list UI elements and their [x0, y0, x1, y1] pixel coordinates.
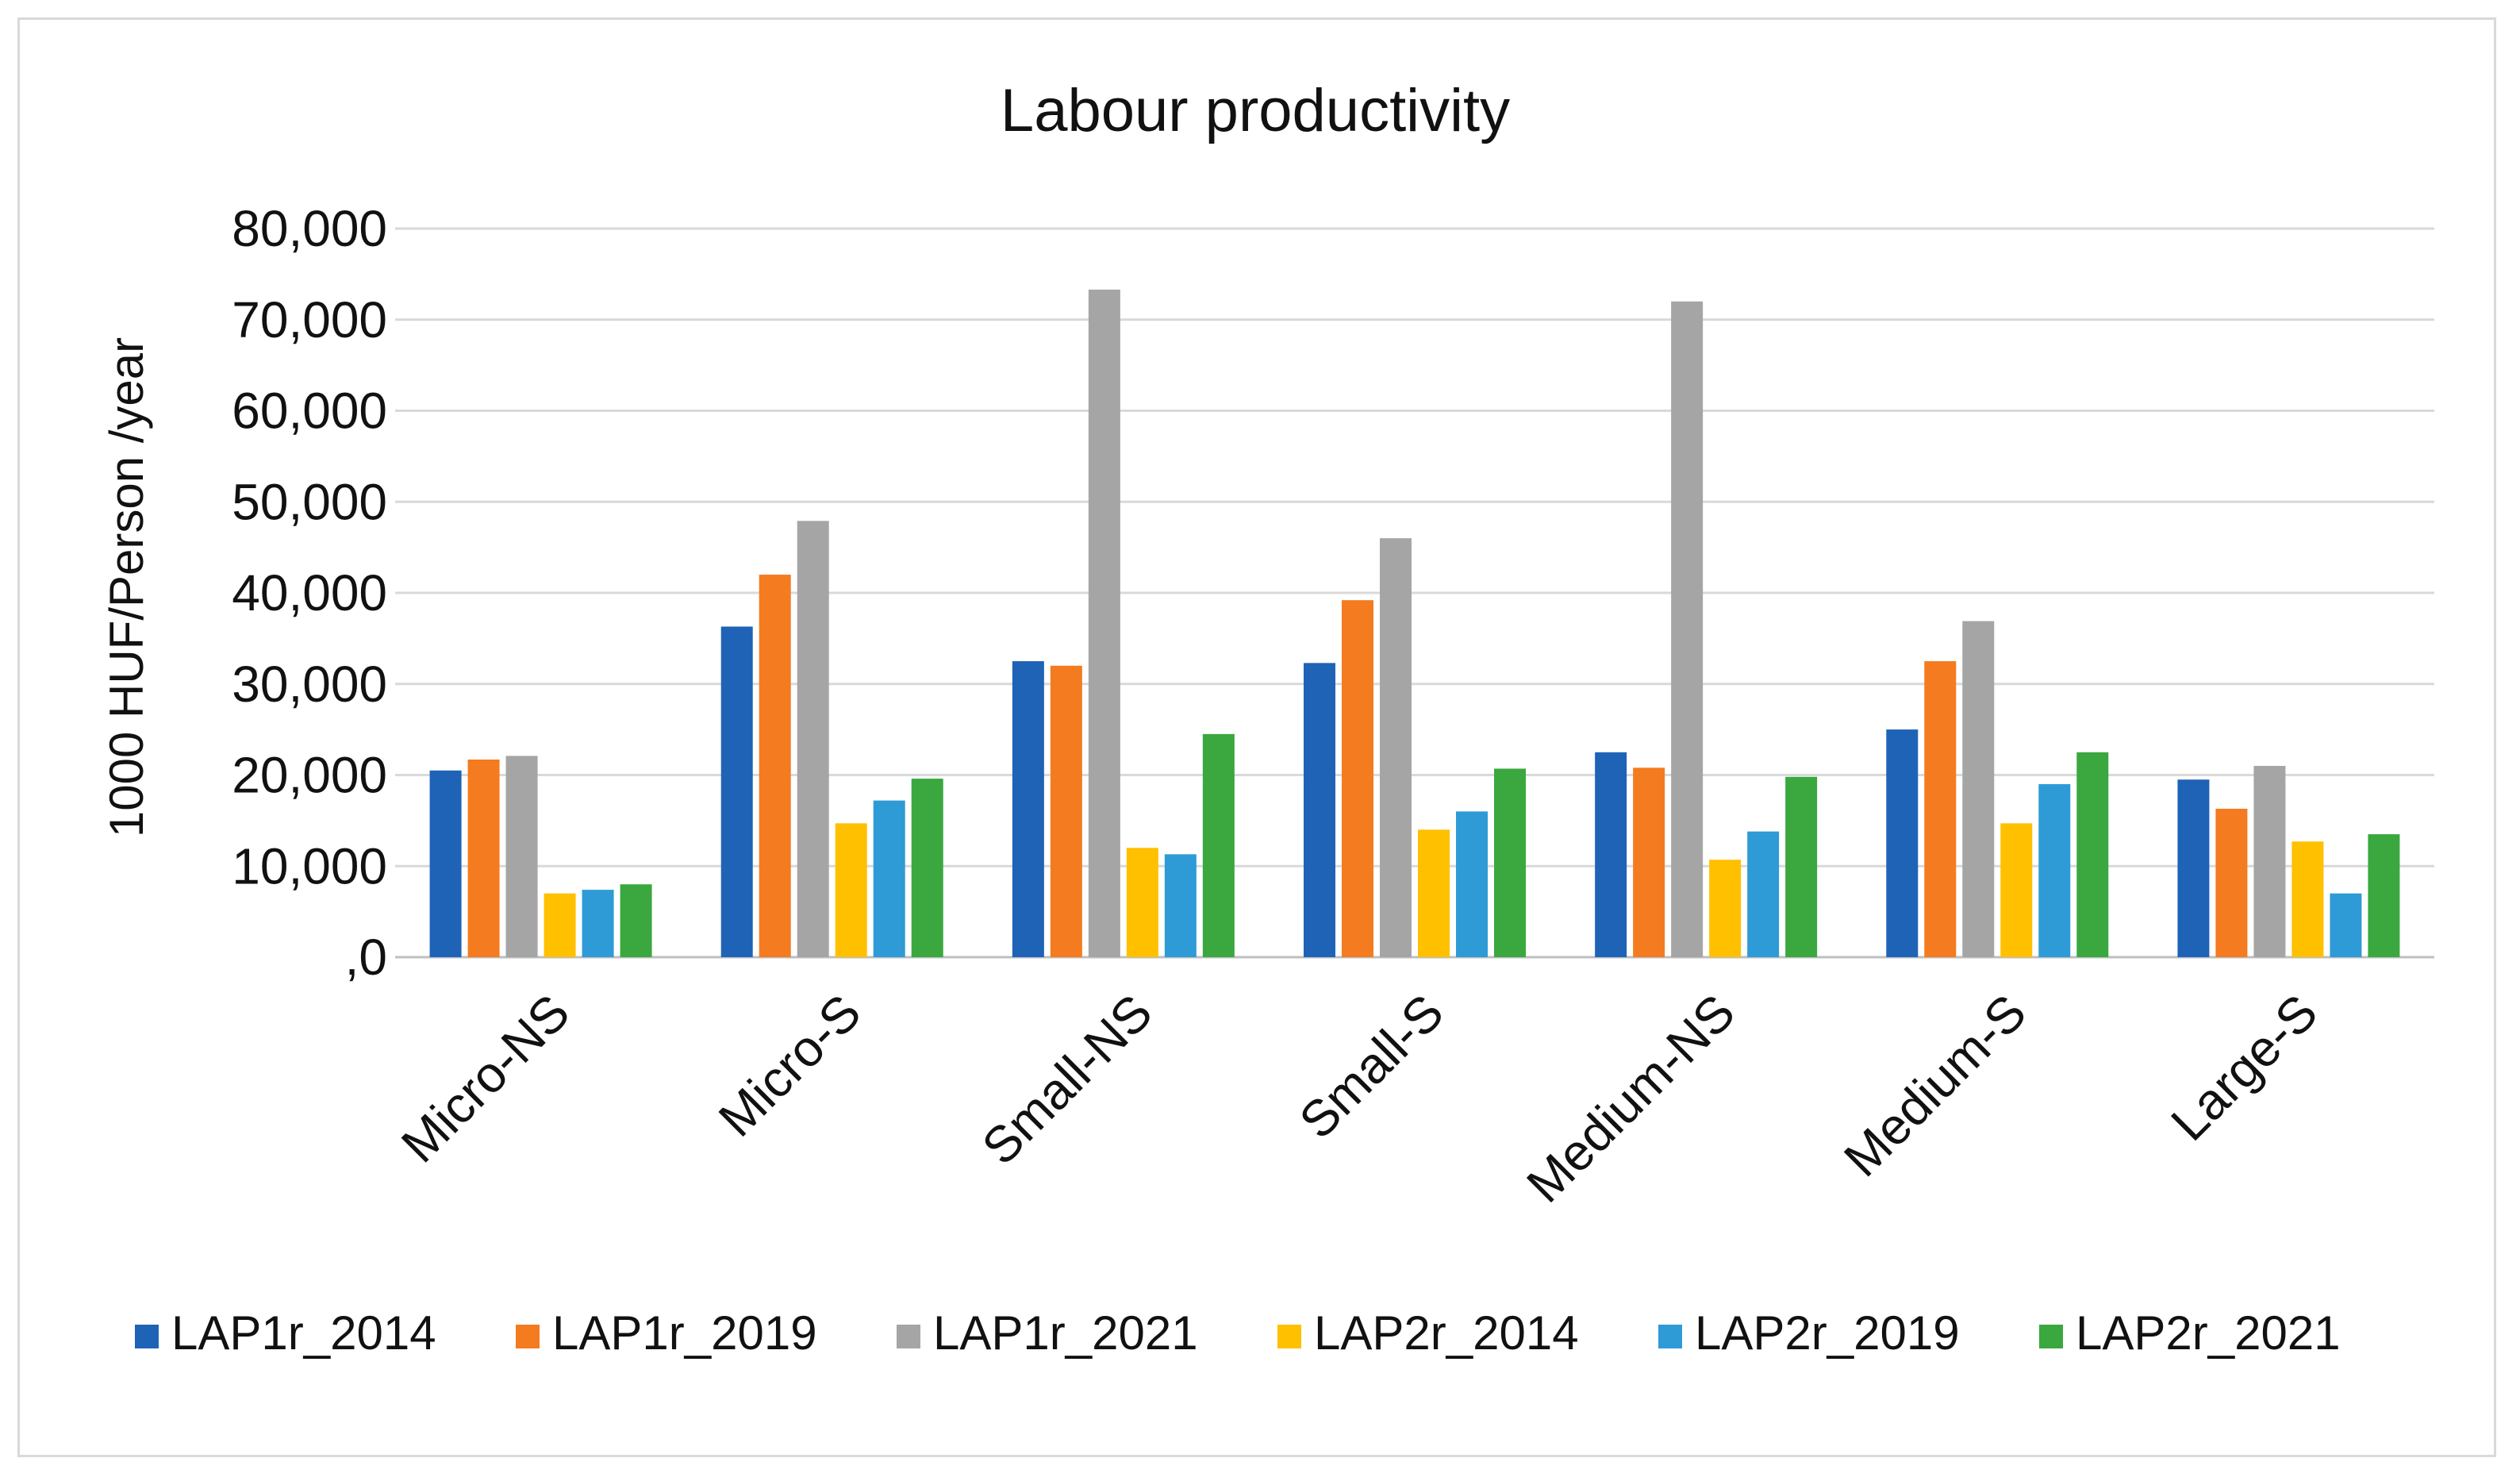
bar-LAP2r_2014-Micro-S — [835, 823, 867, 957]
y-axis-ticks: ,0 10,000 20,000 30,000 40,000 50,000 60,000 70… — [232, 200, 387, 986]
bar-LAP1r_2014-Small-NS — [1012, 661, 1044, 957]
x-tick-label: Micro-NS — [390, 983, 580, 1173]
x-tick-label: Small-NS — [971, 983, 1163, 1175]
chart-title: Labour productivity — [1001, 77, 1510, 144]
bar-LAP1r_2014-Micro-NS — [429, 770, 462, 957]
bar-LAP2r_2019-Micro-NS — [582, 890, 614, 957]
y-tick-label: 20,000 — [232, 747, 387, 804]
bar-LAP2r_2014-Medium-NS — [1709, 860, 1742, 957]
chart-frame — [17, 17, 2496, 1457]
bar-LAP2r_2021-Small-S — [1494, 768, 1526, 957]
legend-label-LAP1r_2021: LAP1r_2021 — [933, 1306, 1198, 1360]
legend-swatch-LAP1r_2021 — [897, 1325, 920, 1348]
bar-LAP2r_2014-Medium-S — [2000, 823, 2033, 957]
bar-LAP2r_2014-Large-S — [2291, 841, 2324, 957]
legend: LAP1r_2014 LAP1r_2019 LAP1r_2021 LAP2r_2014… — [135, 1306, 2341, 1360]
bar-LAP1r_2019-Micro-NS — [467, 759, 500, 957]
bar-LAP1r_2019-Small-NS — [1050, 665, 1082, 957]
y-tick-label: 30,000 — [232, 656, 387, 713]
bar-LAP1r_2021-Medium-S — [1962, 621, 1995, 957]
x-tick-label: Micro-S — [708, 983, 872, 1148]
bar-LAP1r_2021-Medium-NS — [1671, 301, 1704, 957]
legend-label-LAP2r_2019: LAP2r_2019 — [1695, 1306, 1960, 1360]
bar-LAP1r_2021-Micro-S — [797, 521, 829, 957]
y-tick-label: 50,000 — [232, 473, 387, 530]
y-tick-label: ,0 — [345, 929, 387, 986]
bar-LAP1r_2021-Small-NS — [1088, 289, 1120, 957]
bar-LAP2r_2019-Large-S — [2330, 893, 2362, 957]
bar-LAP1r_2019-Micro-S — [759, 575, 791, 957]
bar-LAP1r_2014-Micro-S — [720, 626, 753, 957]
bar-LAP2r_2019-Medium-NS — [1747, 831, 1780, 957]
y-tick-label: 60,000 — [232, 383, 387, 440]
bar-LAP2r_2021-Medium-NS — [1785, 776, 1818, 957]
bar-LAP1r_2019-Large-S — [2215, 808, 2248, 957]
bar-LAP2r_2021-Large-S — [2368, 834, 2400, 957]
bar-LAP2r_2014-Micro-NS — [544, 893, 576, 957]
bar-LAP2r_2019-Medium-S — [2038, 783, 2071, 957]
bar-LAP2r_2019-Small-NS — [1164, 854, 1197, 957]
legend-label-LAP1r_2019: LAP1r_2019 — [552, 1306, 817, 1360]
bar-LAP1r_2019-Medium-NS — [1633, 767, 1665, 957]
bar-LAP1r_2014-Medium-NS — [1595, 752, 1627, 957]
y-axis-label: 1000 HUF/Person /year — [100, 337, 153, 837]
y-tick-label: 40,000 — [232, 564, 387, 621]
legend-label-LAP1r_2014: LAP1r_2014 — [171, 1306, 436, 1360]
x-axis-ticks: Micro-NS Micro-S Small-NS Small-S Medium-NS M… — [390, 983, 2328, 1214]
bar-LAP2r_2021-Medium-S — [2076, 752, 2109, 957]
y-tick-label: 10,000 — [232, 837, 387, 894]
bar-LAP1r_2019-Small-S — [1342, 600, 1373, 957]
bar-LAP1r_2021-Micro-NS — [505, 756, 538, 957]
bar-LAP2r_2019-Micro-S — [873, 800, 905, 957]
legend-swatch-LAP1r_2019 — [516, 1325, 540, 1348]
bar-LAP1r_2014-Small-S — [1304, 663, 1335, 957]
y-tick-label: 80,000 — [232, 200, 387, 257]
x-tick-label: Medium-NS — [1515, 983, 1746, 1214]
y-tick-label: 70,000 — [232, 291, 387, 348]
bar-LAP1r_2021-Large-S — [2253, 766, 2286, 957]
bar-LAP2r_2014-Small-S — [1418, 829, 1450, 957]
x-tick-label: Medium-S — [1833, 983, 2037, 1187]
legend-swatch-LAP2r_2014 — [1277, 1325, 1301, 1348]
bar-LAP2r_2014-Small-NS — [1126, 848, 1158, 957]
legend-label-LAP2r_2014: LAP2r_2014 — [1314, 1306, 1579, 1360]
x-tick-label: Small-S — [1289, 983, 1454, 1149]
gridlines — [395, 227, 2434, 959]
bar-LAP2r_2021-Small-NS — [1202, 733, 1235, 957]
bar-LAP1r_2021-Small-S — [1380, 538, 1412, 957]
bar-LAP1r_2019-Medium-S — [1924, 661, 1957, 957]
legend-swatch-LAP1r_2014 — [135, 1325, 159, 1348]
legend-swatch-LAP2r_2019 — [1658, 1325, 1682, 1348]
bar-LAP2r_2021-Micro-S — [911, 779, 943, 957]
bar-LAP2r_2021-Micro-NS — [620, 884, 652, 957]
bar-LAP2r_2019-Small-S — [1456, 811, 1488, 957]
legend-label-LAP2r_2021: LAP2r_2021 — [2076, 1306, 2341, 1360]
legend-swatch-LAP2r_2021 — [2039, 1325, 2063, 1348]
bar-LAP1r_2014-Large-S — [2177, 779, 2210, 957]
bars — [429, 289, 2400, 957]
x-tick-label: Large-S — [2160, 983, 2328, 1152]
bar-LAP1r_2014-Medium-S — [1886, 729, 1919, 957]
